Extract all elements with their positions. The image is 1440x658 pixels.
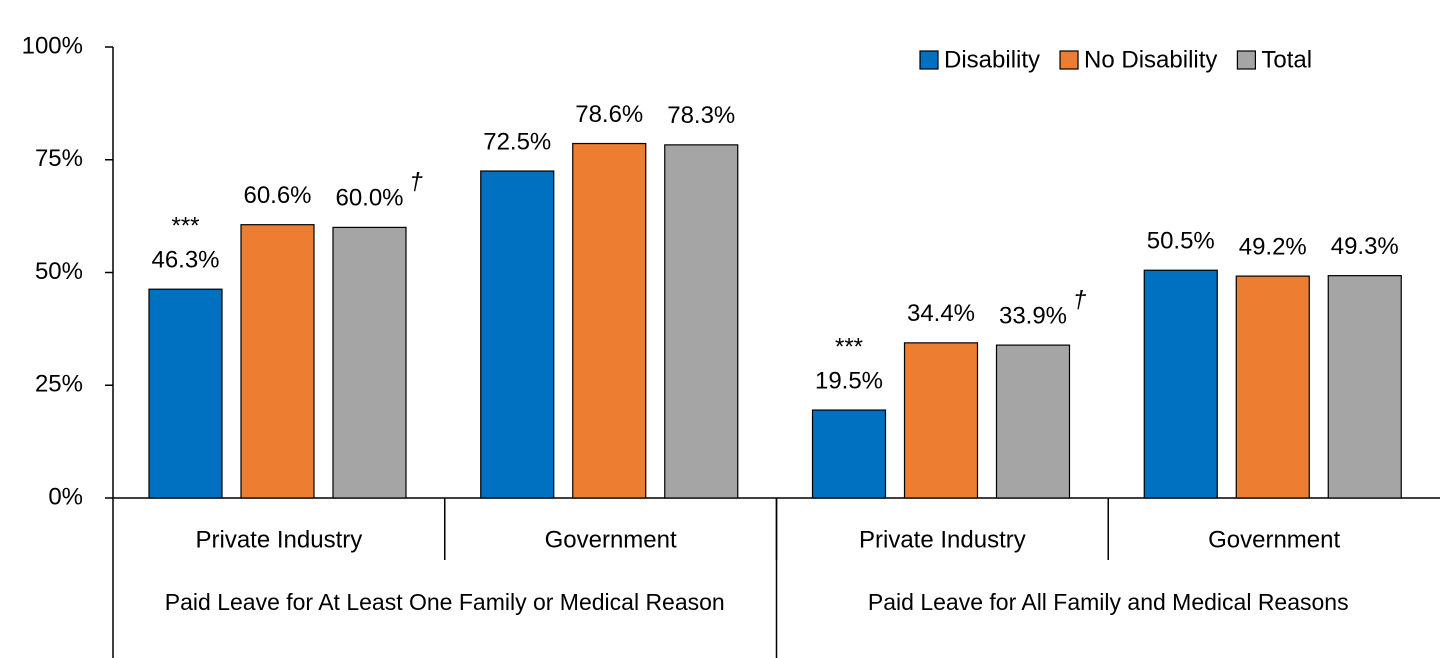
value-label: 46.3% (151, 247, 219, 274)
value-label: 78.3% (667, 102, 735, 129)
bar (572, 142, 647, 499)
annotation: † (410, 169, 424, 196)
value-label: 60.6% (243, 182, 311, 209)
group-label: Paid Leave for All Family and Medical Re… (867, 589, 1349, 615)
annotation: *** (171, 213, 199, 240)
bar (1235, 275, 1310, 499)
bar (664, 144, 739, 499)
legend-swatch (1236, 50, 1257, 70)
x-tick-label: Private Industry (196, 526, 363, 553)
bar (903, 342, 979, 499)
y-tick-label: 0% (48, 483, 83, 510)
value-label: 34.4% (907, 300, 975, 327)
legend-swatch (1059, 50, 1079, 70)
value-label: 33.9% (999, 302, 1067, 329)
annotation: † (1073, 286, 1087, 313)
group-label: Paid Leave for At Least One Family or Me… (164, 589, 725, 615)
x-tick-label: Government (545, 526, 677, 553)
legend-label: Total (1261, 46, 1312, 73)
legend-label: Disability (944, 46, 1040, 73)
y-tick-label: 50% (35, 258, 83, 285)
y-tick-label: 25% (35, 371, 83, 398)
bar (148, 288, 223, 499)
value-label: 19.5% (815, 367, 883, 394)
bar (480, 170, 555, 499)
bar (240, 224, 315, 499)
y-tick-label: 75% (35, 145, 83, 172)
value-label: 72.5% (483, 128, 551, 155)
annotation: *** (835, 333, 863, 360)
x-tick-label: Government (1208, 526, 1340, 553)
value-label: 49.3% (1331, 233, 1399, 260)
legend-swatch (919, 50, 939, 70)
legend-label: No Disability (1084, 46, 1217, 73)
bar (995, 344, 1071, 499)
value-label: 49.2% (1239, 233, 1307, 260)
bar (332, 226, 407, 499)
bar (811, 409, 887, 499)
value-label: 78.6% (575, 101, 643, 128)
value-label: 60.0% (335, 185, 403, 212)
x-tick-label: Private Industry (859, 526, 1026, 553)
bar (1327, 275, 1402, 499)
y-tick-label: 100% (22, 32, 83, 59)
value-label: 50.5% (1147, 228, 1215, 255)
bar (1143, 269, 1218, 499)
